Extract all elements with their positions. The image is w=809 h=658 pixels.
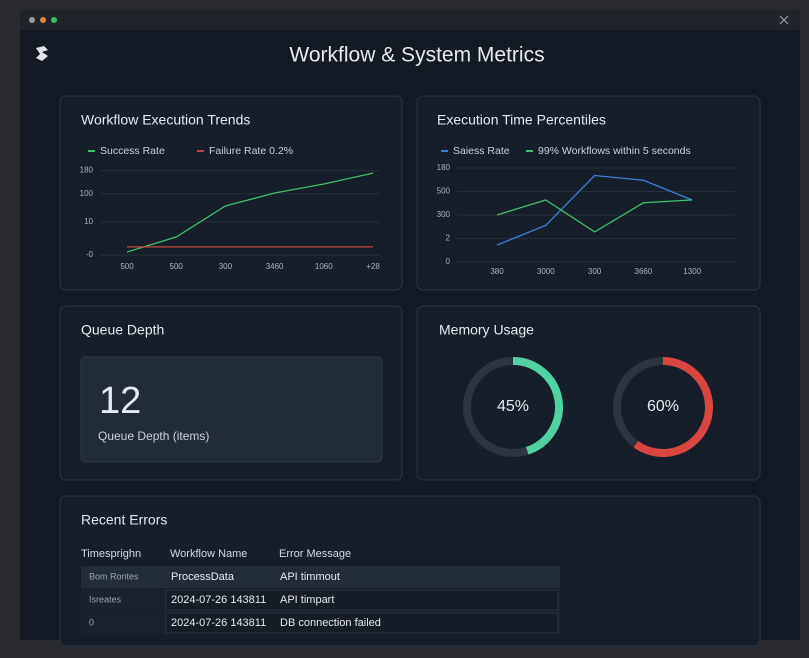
table-cell <box>165 612 559 634</box>
data-line <box>126 172 374 253</box>
table-cell-text: DB connection failed <box>280 617 381 629</box>
queue-card <box>80 356 383 463</box>
table-header: Timesprighn <box>81 548 141 560</box>
x-tick-label: 500 <box>170 262 184 271</box>
y-tick-label: 300 <box>437 210 451 219</box>
panel <box>416 95 761 291</box>
y-tick-label: 0 <box>446 257 451 266</box>
x-tick-label: 500 <box>120 262 134 271</box>
x-tick-label: 3660 <box>635 267 653 276</box>
close-button[interactable] <box>779 15 789 25</box>
table-cell-text: API timmout <box>280 571 340 583</box>
y-tick-label: -0 <box>86 250 94 259</box>
table-cell <box>165 589 559 611</box>
panel-title: Workflow Execution Trends <box>81 112 250 128</box>
gauge-label: 45% <box>497 398 529 415</box>
x-tick-label: 1060 <box>315 262 333 271</box>
legend-label: Success Rate <box>100 145 165 157</box>
legend-label: 99% Workflows within 5 seconds <box>538 145 691 157</box>
gauge-arc <box>512 357 563 455</box>
y-tick-label: 100 <box>80 189 94 198</box>
table-cell-text: Bom Rontes <box>89 571 139 581</box>
x-tick-label: 3460 <box>266 262 284 271</box>
panel <box>59 95 403 291</box>
queue-value: 12 <box>99 380 141 422</box>
window-dot[interactable] <box>40 17 46 23</box>
page-title: Workflow & System Metrics <box>289 44 544 67</box>
gauge-arc <box>633 357 713 457</box>
window-dot[interactable] <box>29 17 35 23</box>
y-tick-label: 500 <box>437 187 451 196</box>
x-tick-label: 3000 <box>537 267 555 276</box>
x-tick-label: 300 <box>588 267 602 276</box>
logo <box>36 46 48 61</box>
x-tick-label: 300 <box>219 262 233 271</box>
table-cell-text: Isreates <box>89 594 122 604</box>
data-line <box>496 174 693 246</box>
table-header: Workflow Name <box>170 548 247 560</box>
x-tick-label: 380 <box>490 267 504 276</box>
y-tick-label: 180 <box>80 166 94 175</box>
panel-title: Queue Depth <box>81 322 164 338</box>
y-tick-label: 10 <box>84 217 93 226</box>
table-row <box>81 566 560 588</box>
table-header: Error Message <box>279 548 351 560</box>
legend-label: Failure Rate 0.2% <box>209 145 293 157</box>
table-cell-text: 0 <box>89 617 94 627</box>
window-dot[interactable] <box>51 17 57 23</box>
x-tick-label: +28 <box>366 262 380 271</box>
table-cell-text: ProcessData <box>171 571 235 583</box>
table-cell-text: API timpart <box>280 594 334 606</box>
queue-label: Queue Depth (items) <box>98 429 209 443</box>
legend-label: Saiess Rate <box>453 145 510 157</box>
table-cell-text: 2024-07-26 143811 <box>171 594 266 606</box>
y-tick-label: 2 <box>446 234 451 243</box>
title-bar <box>20 10 800 30</box>
panel-title: Execution Time Percentiles <box>437 112 606 128</box>
table-cell-text: 2024-07-26 143811 <box>171 617 266 629</box>
y-tick-label: 180 <box>437 163 451 172</box>
gauge-label: 60% <box>647 398 679 415</box>
panel-title: Memory Usage <box>439 322 534 338</box>
data-line <box>496 199 693 233</box>
x-tick-label: 1300 <box>683 267 701 276</box>
panel-title: Recent Errors <box>81 512 167 528</box>
panel <box>416 305 761 481</box>
